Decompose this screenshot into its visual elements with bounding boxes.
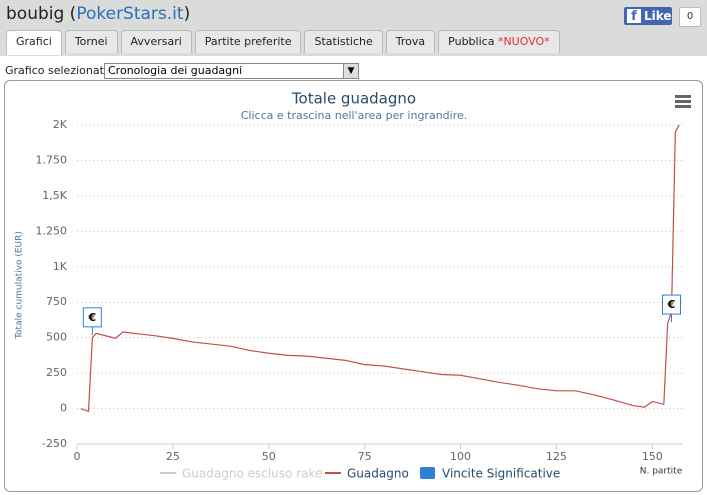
y-tick-label: 2K bbox=[53, 118, 68, 131]
legend-label[interactable]: Vincite Significative bbox=[442, 467, 560, 481]
selector[interactable]: Cronologia dei guadagni ▼ bbox=[104, 63, 359, 79]
x-axis-label: N. partite bbox=[640, 467, 683, 477]
x-tick-label: 150 bbox=[642, 450, 663, 463]
y-tick-label: 1.250 bbox=[36, 224, 68, 237]
y-tick-label: 250 bbox=[46, 366, 67, 379]
like-button[interactable]: f Like bbox=[624, 7, 672, 25]
tab-wrap[interactable]: Pubblica *NUOVO* bbox=[438, 30, 560, 53]
tab: Pubblica bbox=[448, 35, 495, 48]
x-tick-label: 75 bbox=[358, 450, 372, 463]
site-link[interactable]: PokerStars.it bbox=[76, 4, 184, 24]
x-tick-label: 125 bbox=[546, 450, 567, 463]
chart-box bbox=[4, 80, 703, 492]
y-tick-label: 0 bbox=[60, 402, 67, 415]
chart-subtitle: Clicca e trascina nell'area per ingrandi… bbox=[241, 109, 468, 122]
header-bar: boubig (PokerStars.it) f Like 0 Grafici T… bbox=[0, 0, 707, 56]
x-tick-label: 100 bbox=[450, 450, 471, 463]
flag-box bbox=[661, 294, 681, 315]
y-tick-label: 750 bbox=[46, 295, 67, 308]
selector-arrow: ▼ bbox=[343, 64, 358, 78]
x-tick-label: 25 bbox=[166, 450, 180, 463]
user-title: boubig (PokerStars.it) bbox=[6, 4, 191, 24]
x-tick-label: 0 bbox=[74, 450, 81, 463]
tab[interactable]: Statistiche bbox=[304, 30, 383, 53]
selector-value: Cronologia dei guadagni bbox=[108, 64, 243, 77]
y-tick-label: 500 bbox=[46, 331, 67, 344]
legend-label[interactable]: Guadagno escluso rake bbox=[182, 467, 322, 481]
fb-icon: f bbox=[627, 9, 641, 24]
menu-icon[interactable] bbox=[675, 95, 691, 108]
data-line bbox=[80, 124, 680, 413]
tab-badge: *NUOVO* bbox=[497, 35, 550, 48]
tab-bar: Grafici Tornei Avversari Partite preferi… bbox=[6, 30, 560, 55]
tab[interactable]: Trova bbox=[385, 30, 436, 53]
chart-title: Totale guadagno bbox=[291, 90, 416, 108]
tab[interactable]: Grafici bbox=[6, 30, 62, 55]
y-tick-label: 1K bbox=[53, 260, 68, 273]
x-tick-label: 50 bbox=[262, 450, 276, 463]
user-name: boubig bbox=[6, 4, 65, 24]
selector-label: Grafico selezionato bbox=[5, 64, 111, 77]
tab[interactable]: Tornei bbox=[64, 30, 118, 53]
y-axis-label: Totale cumulativo (EUR) bbox=[15, 231, 25, 340]
flag: € bbox=[82, 307, 102, 335]
flag: € bbox=[661, 294, 681, 323]
like-text: Like bbox=[644, 9, 672, 23]
flag-label: € bbox=[88, 311, 97, 324]
y-tick-label: 1,5K bbox=[42, 189, 67, 202]
flag-label: € bbox=[667, 298, 676, 311]
y-tick-label: 1.750 bbox=[36, 153, 68, 166]
like-count: 0 bbox=[679, 7, 701, 27]
tab[interactable]: Avversari bbox=[120, 30, 192, 53]
flag-box bbox=[82, 307, 102, 328]
tab[interactable]: Partite preferite bbox=[194, 30, 302, 53]
legend-swatch bbox=[420, 467, 435, 479]
legend-label[interactable]: Guadagno bbox=[347, 467, 409, 481]
y-tick-label: -250 bbox=[42, 437, 67, 450]
